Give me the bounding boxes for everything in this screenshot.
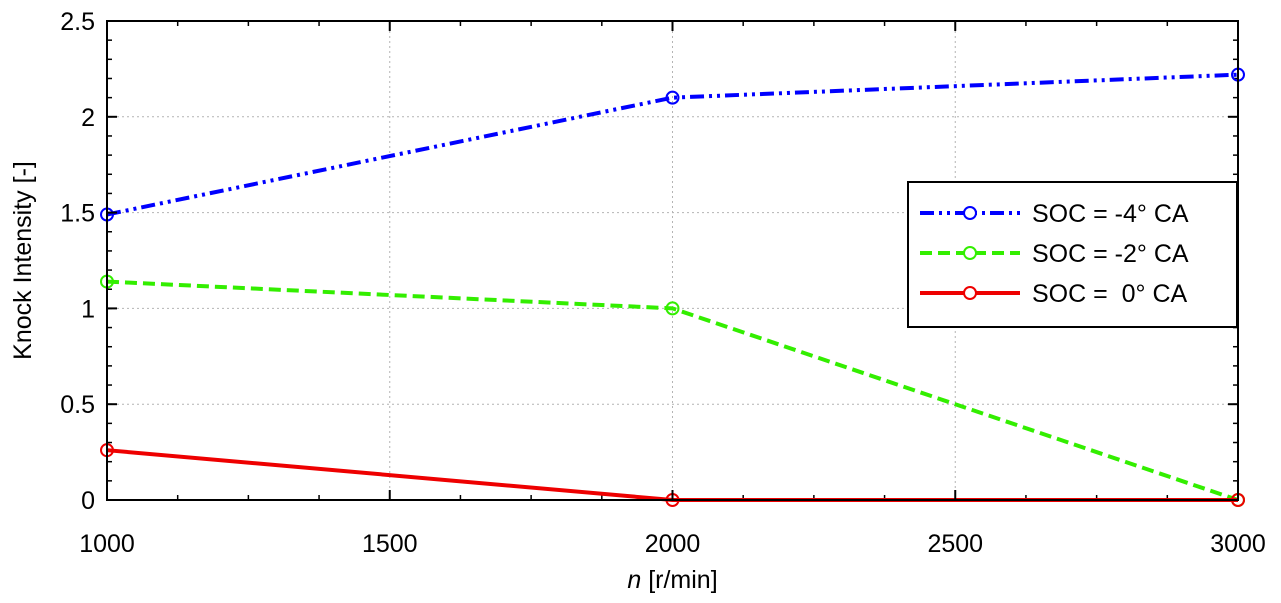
y-tick-label: 2.5 [60, 8, 95, 36]
legend-item: SOC = -2° CA [920, 240, 1189, 268]
legend-items: SOC = -4° CA SOC = -2° CA SOC = 0° CA [920, 200, 1189, 308]
series-line [106, 72, 1239, 217]
legend-item: SOC = -4° CA [920, 200, 1189, 228]
data-point [665, 301, 680, 316]
y-axis-title: Knock Intensity [-] [9, 161, 37, 360]
y-tick-labels: 0 0.5 1 1.5 2 2.5 [60, 8, 95, 515]
x-tick-label: 2500 [927, 530, 983, 558]
legend-swatch-marker [963, 246, 977, 260]
x-tick-label: 2000 [645, 530, 701, 558]
legend-swatch-marker [963, 286, 977, 300]
x-tick-label: 1000 [79, 530, 135, 558]
y-tick-label: 2 [81, 104, 95, 132]
x-axis-symbol: n [627, 566, 641, 594]
data-point [665, 90, 680, 105]
x-tick-labels: 1000 1500 2000 2500 3000 [79, 530, 1266, 558]
x-tick-label: 3000 [1210, 530, 1266, 558]
legend-item: SOC = 0° CA [920, 280, 1188, 308]
y-tick-label: 1 [81, 295, 95, 323]
y-tick-label: 0.5 [60, 391, 95, 419]
legend-swatch-marker [963, 206, 977, 220]
x-axis-title: n [r/min] [627, 566, 717, 594]
series-line [106, 279, 1239, 502]
legend-label: SOC = 0° CA [1032, 280, 1188, 308]
legend: SOC = -4° CA SOC = -2° CA SOC = 0° CA [907, 181, 1238, 328]
legend-label: SOC = -4° CA [1032, 200, 1189, 228]
x-tick-label: 1500 [362, 530, 418, 558]
y-tick-label: 1.5 [60, 200, 95, 228]
y-tick-label: 0 [81, 487, 95, 515]
x-axis-unit: [r/min] [641, 566, 717, 594]
legend-label: SOC = -2° CA [1032, 240, 1189, 268]
